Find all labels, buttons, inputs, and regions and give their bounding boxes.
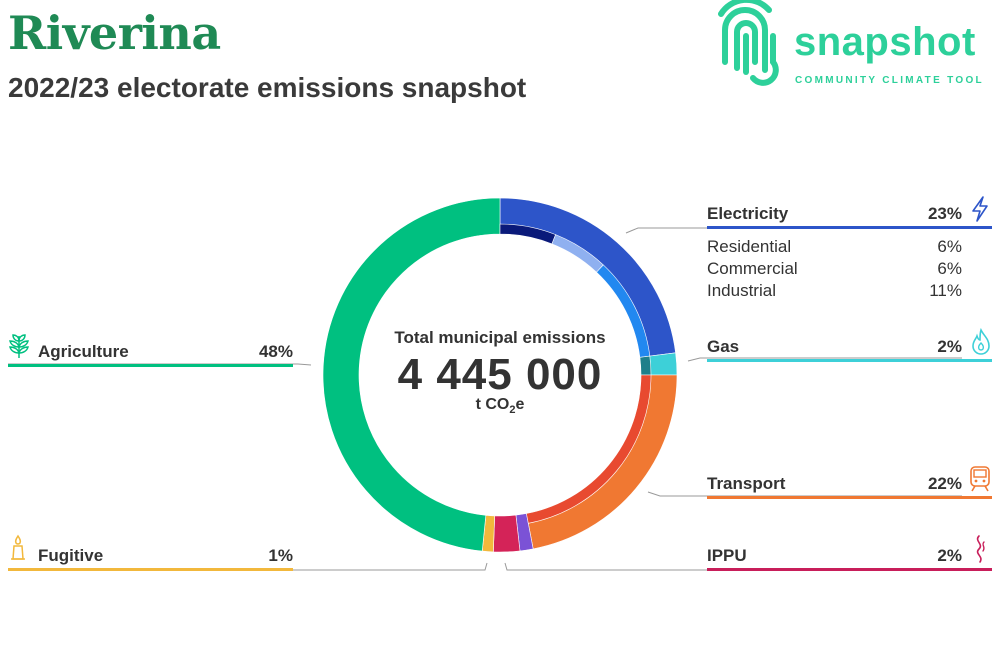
category-underline [707, 496, 992, 499]
slice-ippu-crimson [493, 514, 521, 553]
snapshot-logo: snapshot COMMUNITY CLIMATE TOOL [715, 0, 1000, 92]
category-label: Transport [707, 474, 786, 493]
center-unit: t CO2e [475, 396, 525, 417]
leader-line-gas [687, 357, 962, 362]
logo-wordmark: snapshot [794, 20, 976, 64]
category-label: Agriculture [38, 342, 129, 361]
inner-slice-transport-inner [526, 374, 652, 524]
logo-tagline: COMMUNITY CLIMATE TOOL [795, 75, 984, 86]
train-icon [970, 466, 990, 492]
wheat-icon [9, 334, 29, 358]
category-transport: Transport 22% [707, 466, 992, 499]
breakdown-commercial: Commercial 6% [707, 259, 962, 278]
category-ippu: IPPU 2% [707, 535, 992, 571]
category-fugitive: Fugitive 1% [8, 534, 293, 571]
smoke-icon [976, 535, 985, 563]
page-subtitle: 2022/23 electorate emissions snapshot [8, 72, 527, 103]
breakdown-industrial: Industrial 11% [707, 281, 962, 300]
category-percent: 22% [927, 474, 962, 493]
fingerprint-icon [718, 0, 779, 86]
category-percent: 48% [258, 342, 293, 361]
inner-ring [499, 223, 652, 524]
category-percent: 2% [937, 337, 962, 356]
category-label: Electricity [707, 204, 789, 223]
flame-icon [972, 328, 990, 355]
center-value: 4 445 000 [397, 350, 603, 399]
category-underline [8, 568, 293, 571]
category-gas: Gas 2% [707, 328, 992, 362]
center-label: Total municipal emissions [394, 328, 606, 347]
category-agriculture: Agriculture 48% [8, 334, 293, 367]
category-percent: 1% [268, 546, 293, 565]
category-percent: 2% [937, 546, 962, 565]
category-label: Gas [707, 337, 740, 356]
center-total: Total municipal emissions 4 445 000 t CO… [350, 328, 650, 416]
breakdown-residential: Residential 6% [707, 237, 962, 256]
category-underline [707, 226, 992, 229]
page-title: Riverina [8, 6, 221, 60]
category-label: IPPU [707, 546, 747, 565]
category-underline [707, 568, 992, 571]
category-percent: 23% [927, 204, 962, 223]
gas-flare-icon [11, 534, 25, 560]
slice-agriculture [322, 197, 501, 552]
category-electricity: Electricity 23% [707, 196, 992, 229]
lightning-icon [972, 196, 988, 222]
category-label: Fugitive [38, 546, 104, 565]
category-underline [8, 364, 293, 367]
category-underline [707, 359, 992, 362]
